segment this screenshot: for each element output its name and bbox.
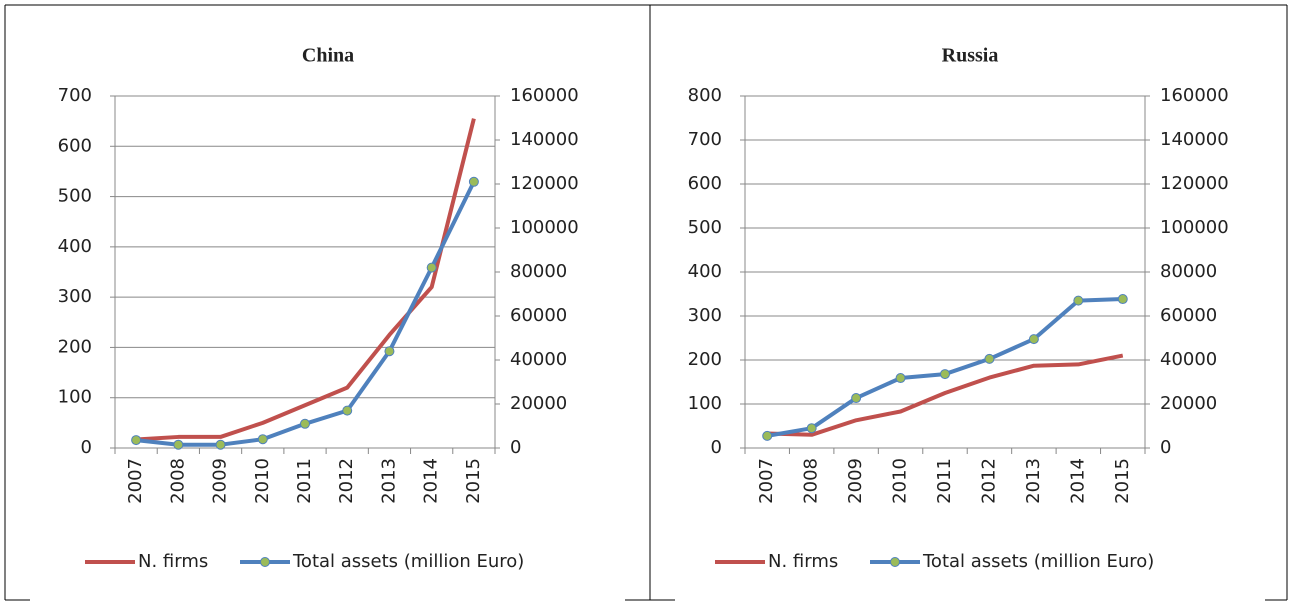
x-tick-label: 2009 (845, 458, 866, 504)
y2-tick-label: 80000 (510, 261, 567, 282)
series-line (135, 118, 476, 442)
y2-tick-label: 20000 (1160, 393, 1217, 414)
y2-tick-label: 0 (510, 437, 521, 458)
x-tick-label: 2010 (252, 458, 273, 504)
x-tick-label: 2014 (421, 458, 442, 504)
legend-marker (890, 557, 900, 567)
y-tick-label: 300 (58, 286, 92, 307)
x-tick-label: 2015 (463, 458, 484, 504)
y-tick-label: 600 (58, 135, 92, 156)
marker (1028, 334, 1039, 345)
x-tick-label: 2015 (1112, 458, 1133, 504)
y-tick-label: 700 (58, 85, 92, 106)
y-tick-label: 200 (688, 349, 722, 370)
y-tick-label: 100 (688, 393, 722, 414)
x-tick-label: 2008 (167, 458, 188, 504)
y2-tick-label: 100000 (510, 217, 579, 238)
marker (257, 434, 268, 445)
marker (984, 353, 995, 364)
y2-tick-label: 60000 (1160, 305, 1217, 326)
y-tick-label: 500 (688, 217, 722, 238)
y-tick-label: 700 (688, 129, 722, 150)
y-tick-label: 500 (58, 186, 92, 207)
y-tick-label: 400 (688, 261, 722, 282)
marker (300, 418, 310, 429)
y-tick-label: 0 (711, 437, 722, 458)
x-tick-label: 2014 (1067, 458, 1088, 504)
x-tick-label: 2012 (978, 458, 999, 504)
marker (173, 439, 184, 450)
y2-tick-label: 0 (1160, 437, 1171, 458)
x-tick-label: 2007 (125, 458, 146, 504)
legend-label: N. firms (768, 551, 838, 572)
y2-tick-label: 80000 (1160, 261, 1217, 282)
y2-tick-label: 140000 (1160, 129, 1229, 150)
y2-tick-label: 100000 (1160, 217, 1229, 238)
y-tick-label: 600 (688, 173, 722, 194)
y2-tick-label: 20000 (510, 393, 567, 414)
y-tick-label: 0 (81, 437, 92, 458)
legend-label: Total assets (million Euro) (292, 551, 524, 572)
chart-title: Russia (942, 45, 999, 67)
legend-label: N. firms (138, 551, 208, 572)
marker (762, 430, 773, 441)
y2-tick-label: 120000 (1160, 173, 1229, 194)
y2-tick-label: 140000 (510, 129, 579, 150)
marker (384, 346, 395, 357)
x-tick-label: 2007 (756, 458, 777, 504)
y2-tick-label: 120000 (510, 173, 579, 194)
y2-tick-label: 40000 (1160, 349, 1217, 370)
series-line (766, 297, 1123, 438)
series-line (767, 353, 1124, 437)
marker (851, 393, 862, 404)
marker (806, 423, 817, 434)
x-tick-label: 2010 (890, 458, 911, 504)
y-tick-label: 300 (688, 305, 722, 326)
marker (342, 405, 353, 416)
marker (131, 435, 142, 446)
legend-marker (260, 557, 270, 567)
marker (940, 369, 950, 380)
x-tick-label: 2008 (801, 458, 822, 504)
chart-title: China (302, 45, 354, 67)
y-tick-label: 100 (58, 387, 92, 408)
marker (426, 262, 437, 273)
y2-tick-label: 60000 (510, 305, 567, 326)
x-tick-label: 2011 (294, 458, 315, 504)
x-tick-label: 2013 (1023, 458, 1044, 504)
x-tick-label: 2011 (934, 458, 955, 504)
marker (468, 176, 479, 187)
y2-tick-label: 160000 (510, 85, 579, 106)
x-tick-label: 2013 (378, 458, 399, 504)
y-tick-label: 200 (58, 336, 92, 357)
marker (1073, 295, 1084, 306)
legend-label: Total assets (million Euro) (922, 551, 1154, 572)
x-tick-label: 2009 (210, 458, 231, 504)
y-tick-label: 400 (58, 236, 92, 257)
marker (215, 439, 226, 450)
marker (895, 373, 906, 384)
marker (1117, 294, 1128, 305)
y2-tick-label: 40000 (510, 349, 567, 370)
y-tick-label: 800 (688, 85, 722, 106)
x-tick-label: 2012 (336, 458, 357, 504)
y2-tick-label: 160000 (1160, 85, 1229, 106)
